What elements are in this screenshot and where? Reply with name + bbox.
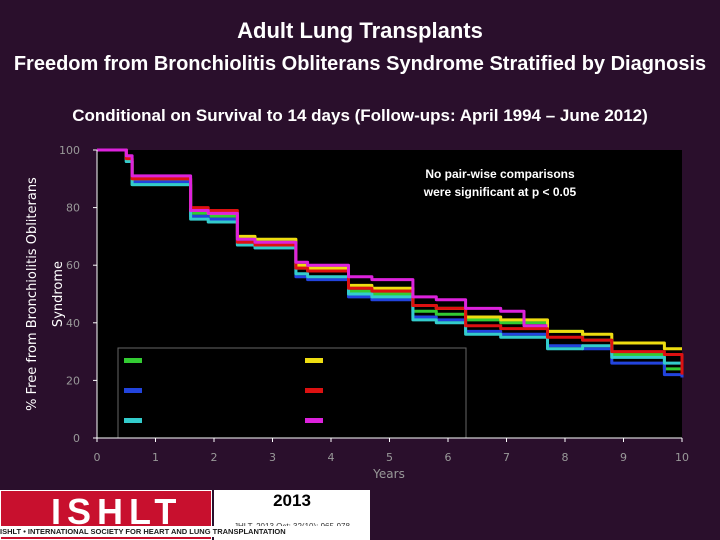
x-tick-label: 10 — [675, 451, 689, 464]
page-subtitle: Freedom from Bronchiolitis Obliterans Sy… — [13, 53, 707, 75]
y-tick-label: 40 — [66, 317, 80, 330]
x-tick-label: 2 — [211, 451, 218, 464]
x-tick-label: 5 — [386, 451, 393, 464]
legend-swatch-3 — [124, 418, 142, 423]
y-tick-label: 60 — [66, 259, 80, 272]
y-tick-label: 0 — [73, 432, 80, 445]
y-tick-label: 100 — [59, 144, 80, 157]
legend-swatch-4 — [305, 358, 323, 363]
x-tick-label: 8 — [562, 451, 569, 464]
condition-text: Conditional on Survival to 14 days (Foll… — [72, 106, 648, 125]
logo-text: ISHLT — [51, 491, 183, 532]
logo-strip-text: ISHLT • INTERNATIONAL SOCIETY FOR HEART … — [0, 526, 370, 537]
x-tick-label: 3 — [269, 451, 276, 464]
legend-swatch-2 — [124, 388, 142, 393]
legend-swatch-5 — [305, 388, 323, 393]
annotation-line-1: No pair-wise comparisons — [425, 167, 575, 181]
x-tick-label: 9 — [620, 451, 627, 464]
x-axis-label: Years — [372, 467, 405, 481]
y-axis-label-line-1: % Free from Bronchiolitis Obliterans — [25, 177, 40, 411]
ishlt-footer: ISHLT 2013 JHLT. 2013 Oct; 32(10): 965-9… — [0, 490, 370, 540]
x-tick-label: 7 — [503, 451, 510, 464]
page-title: Adult Lung Transplants — [237, 18, 483, 43]
x-tick-label: 4 — [328, 451, 335, 464]
y-axis-label-line-2: Syndrome — [51, 261, 66, 327]
x-tick-label: 1 — [152, 451, 159, 464]
series-line-6 — [97, 148, 548, 328]
legend-swatch-6 — [305, 418, 323, 423]
legend-box — [117, 347, 467, 439]
y-tick-label: 80 — [66, 202, 80, 215]
y-tick-label: 20 — [66, 374, 80, 387]
legend-swatch-1 — [124, 358, 142, 363]
x-tick-label: 6 — [445, 451, 452, 464]
x-tick-label: 0 — [94, 451, 101, 464]
annotation-line-2: were significant at p < 0.05 — [423, 185, 577, 199]
